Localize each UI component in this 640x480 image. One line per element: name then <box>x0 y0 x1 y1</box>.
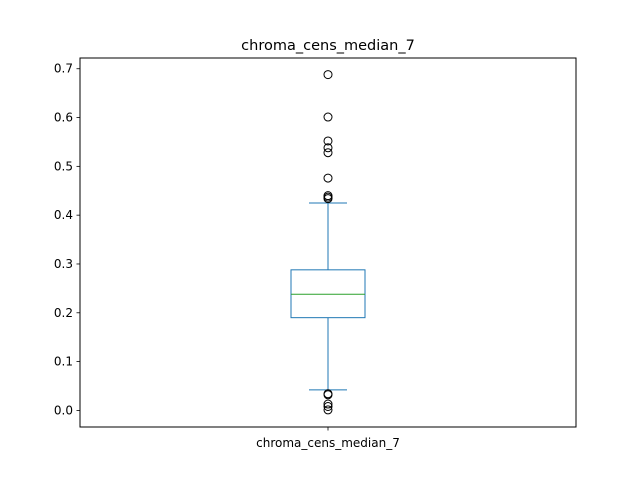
y-tick-label: 0.7 <box>54 62 73 76</box>
y-axis: 0.0 0.1 0.2 0.3 0.4 0.5 0.6 0.7 <box>54 62 80 417</box>
outlier-point <box>323 70 333 80</box>
outlier-point <box>323 390 333 400</box>
outlier-point <box>323 402 333 411</box>
outlier-point <box>323 136 333 146</box>
x-axis: chroma_cens_median_7 <box>256 427 400 450</box>
x-tick-label: chroma_cens_median_7 <box>256 436 400 450</box>
outlier-point <box>323 194 333 204</box>
y-tick-label: 0.6 <box>54 111 73 125</box>
outlier-point <box>323 399 333 409</box>
y-tick-label: 0.2 <box>54 306 73 320</box>
box-group <box>290 70 366 415</box>
chart-title: chroma_cens_median_7 <box>241 38 415 54</box>
outlier-point <box>323 173 333 183</box>
outlier-point <box>323 112 333 122</box>
y-tick-label: 0.3 <box>54 257 73 271</box>
outlier-point <box>323 143 333 153</box>
y-tick-label: 0.5 <box>54 159 73 173</box>
y-tick-label: 0.4 <box>54 208 73 222</box>
outlier-point <box>323 405 333 415</box>
y-tick-label: 0.0 <box>54 403 73 417</box>
y-tick-label: 0.1 <box>54 355 73 369</box>
outlier-point <box>323 148 333 158</box>
